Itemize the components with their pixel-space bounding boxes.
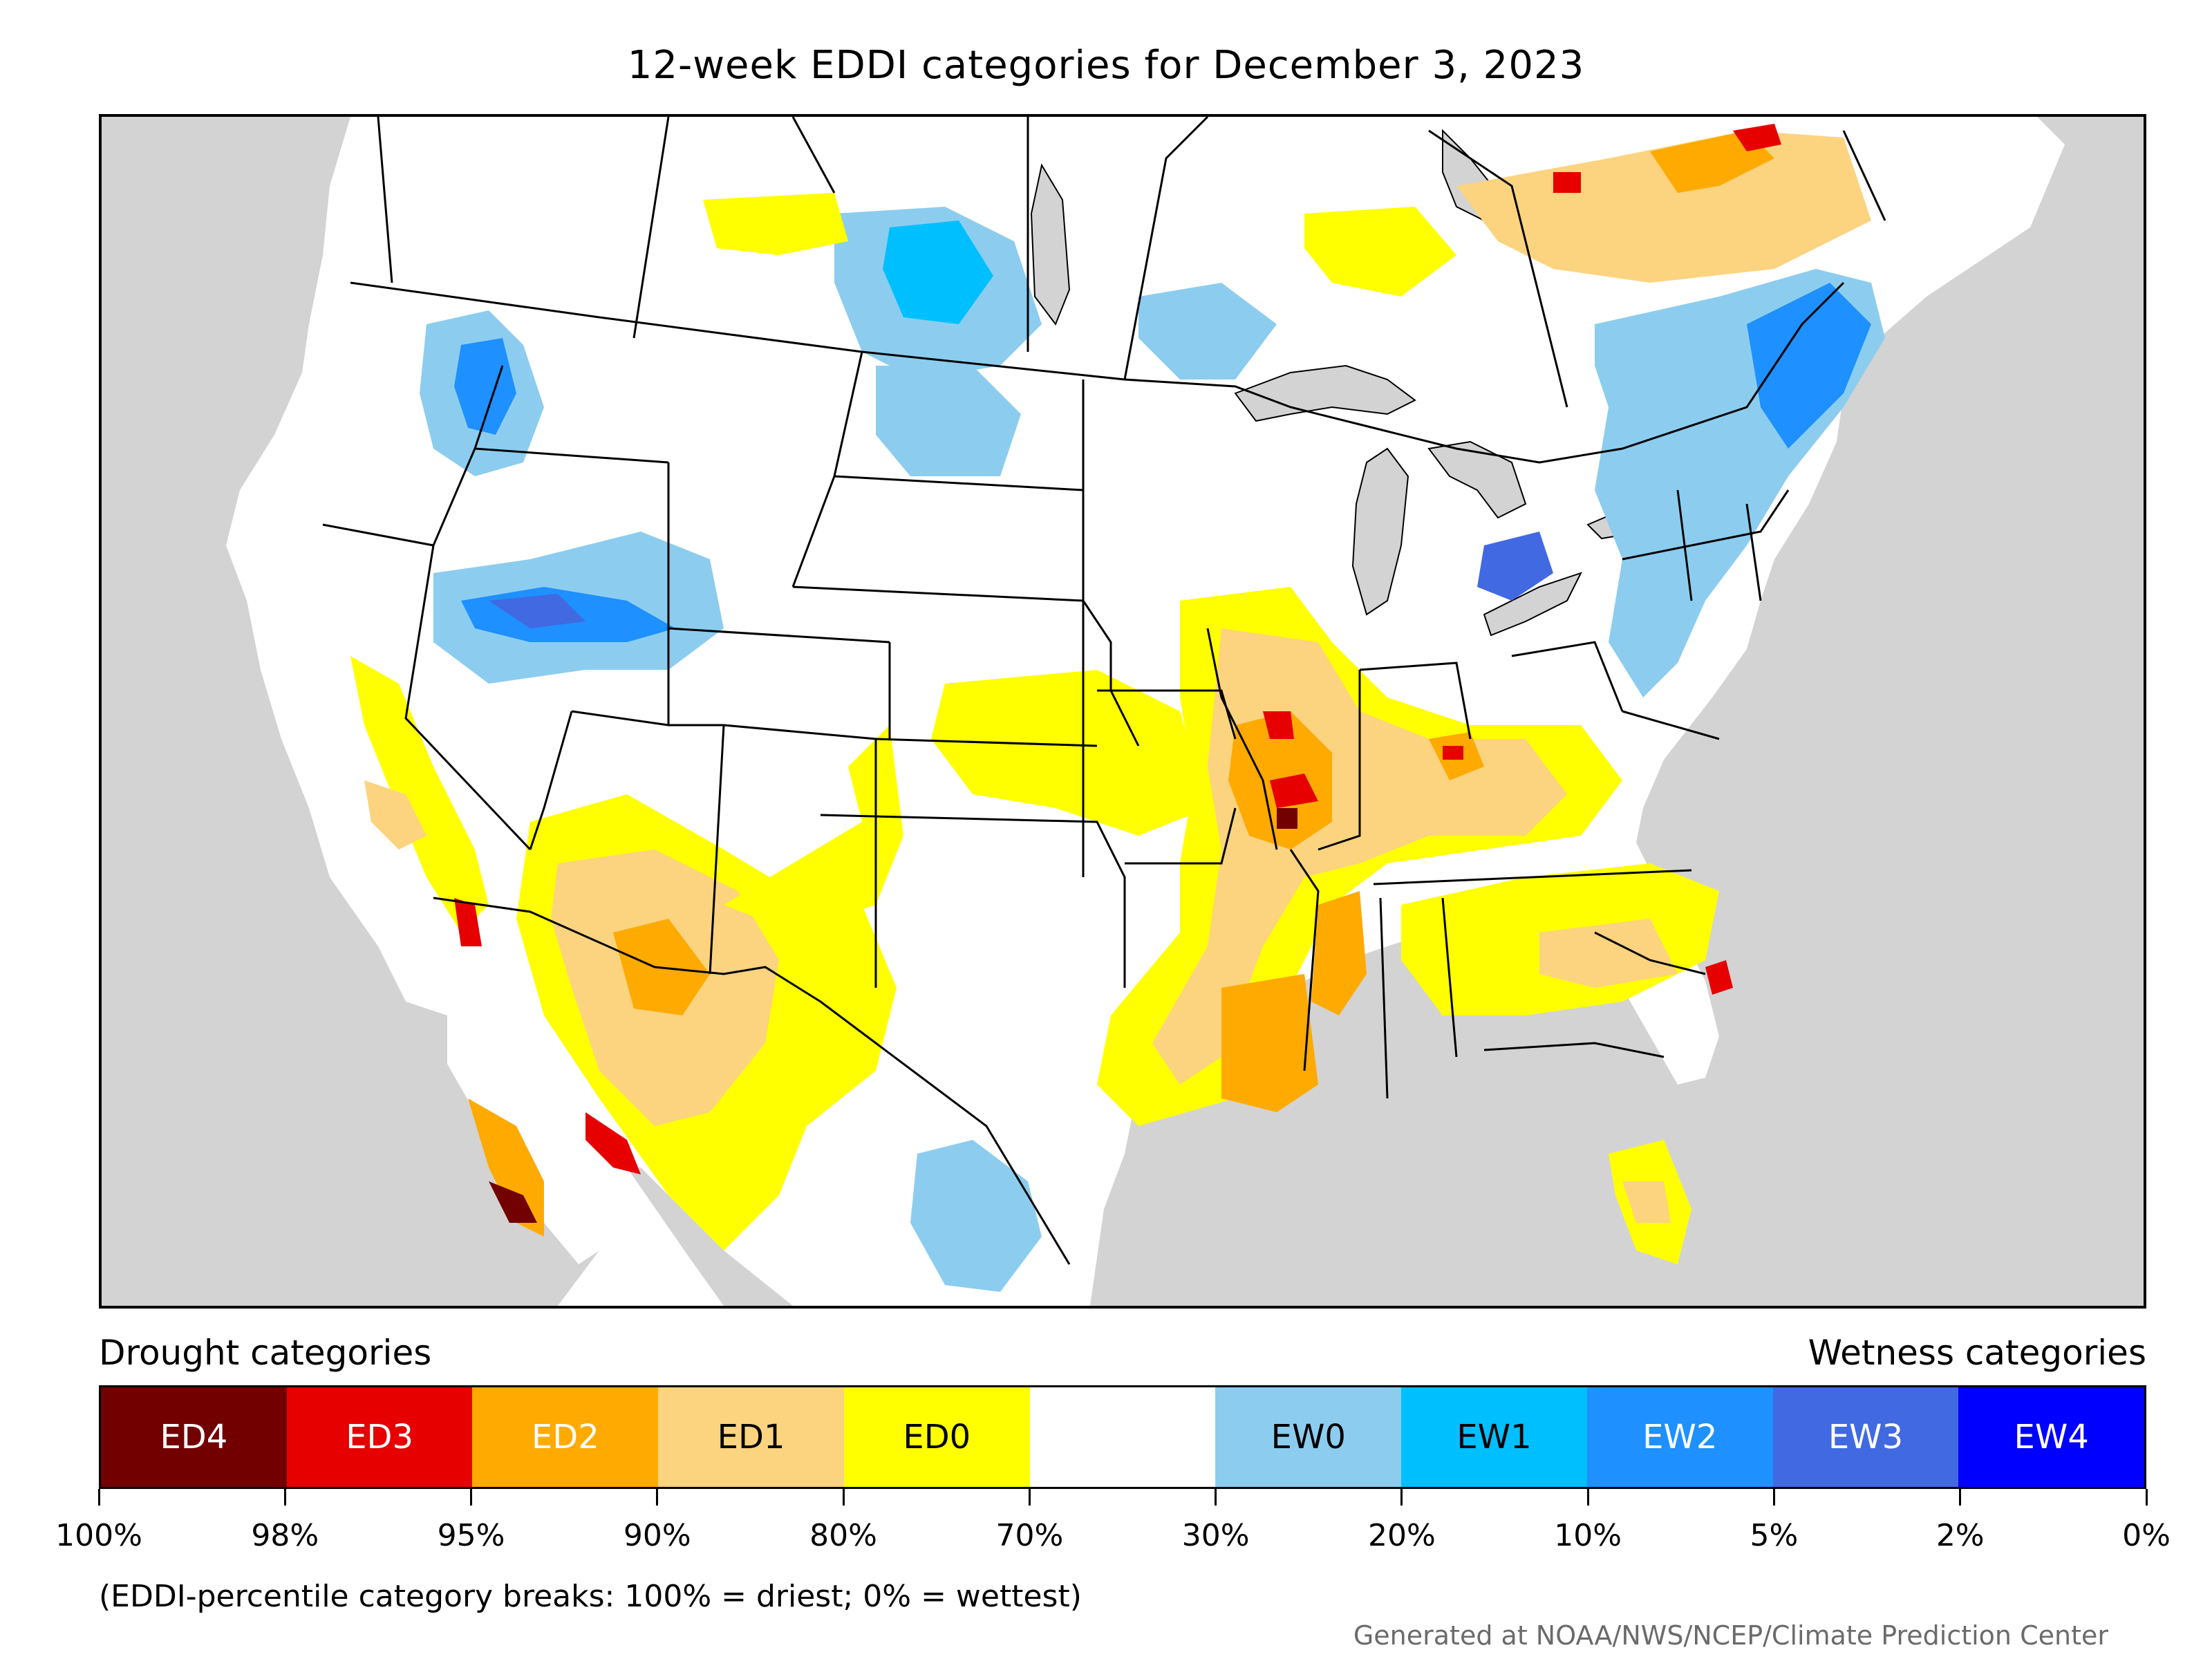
legend-tick: [1028, 1489, 1031, 1506]
legend-break-label: 0%: [2122, 1518, 2171, 1553]
legend-tick: [1586, 1489, 1589, 1506]
legend-segment: EW4: [1958, 1387, 2145, 1487]
legend-segment: EW2: [1586, 1387, 1773, 1487]
legend-segment: [1029, 1387, 1216, 1487]
legend-segment: EW0: [1215, 1387, 1402, 1487]
legend-break-label: 80%: [809, 1518, 877, 1553]
legend-break-label: 20%: [1368, 1518, 1436, 1553]
wetness-regions: [420, 207, 1885, 1292]
legend-break-label: 70%: [995, 1518, 1064, 1553]
political-borders: [322, 117, 1886, 1265]
legend-break-label: 98%: [251, 1518, 319, 1553]
legend-segment: EW3: [1772, 1387, 1959, 1487]
legend-break-label: 90%: [623, 1518, 691, 1553]
legend-color-bar: ED4 ED3 ED2 ED1 ED0 EW0 EW1 EW2 EW3 EW4: [99, 1385, 2146, 1489]
legend-break-label: 10%: [1554, 1518, 1622, 1553]
legend-tick: [470, 1489, 473, 1506]
legend-tick: [1400, 1489, 1403, 1506]
legend-note: (EDDI-percentile category breaks: 100% =…: [99, 1579, 1082, 1614]
map-panel: [99, 114, 2146, 1309]
legend-segment: ED1: [658, 1387, 844, 1487]
legend-break-label: 100%: [55, 1518, 142, 1553]
legend-break-label: 95%: [437, 1518, 505, 1553]
legend-tick: [283, 1489, 286, 1506]
legend-segment: ED2: [472, 1387, 659, 1487]
map-title: 12-week EDDI categories for December 3, …: [627, 43, 1585, 88]
legend-segment: ED0: [843, 1387, 1030, 1487]
legend-tick: [842, 1489, 845, 1506]
credit-line: Generated at NOAA/NWS/NCEP/Climate Predi…: [1353, 1620, 2108, 1651]
legend-segment: ED4: [101, 1387, 287, 1487]
legend-break-label: 30%: [1181, 1518, 1250, 1553]
legend-segment: EW1: [1401, 1387, 1587, 1487]
legend-tick: [1772, 1489, 1775, 1506]
legend-tick: [2145, 1489, 2148, 1506]
eddi-map: [226, 117, 2065, 1306]
legend-ticks: [97, 1489, 2148, 1510]
wetness-categories-heading: Wetness categories: [1808, 1333, 2146, 1373]
drought-regions: [350, 124, 1871, 1264]
drought-categories-heading: Drought categories: [99, 1333, 432, 1373]
legend-break-label: 2%: [1936, 1518, 1985, 1553]
legend-tick: [97, 1489, 100, 1506]
legend-segment: ED3: [286, 1387, 473, 1487]
legend-tick: [656, 1489, 659, 1506]
legend-tick: [1959, 1489, 1962, 1506]
legend-tick: [1215, 1489, 1217, 1506]
legend-break-label: 5%: [1750, 1518, 1799, 1553]
